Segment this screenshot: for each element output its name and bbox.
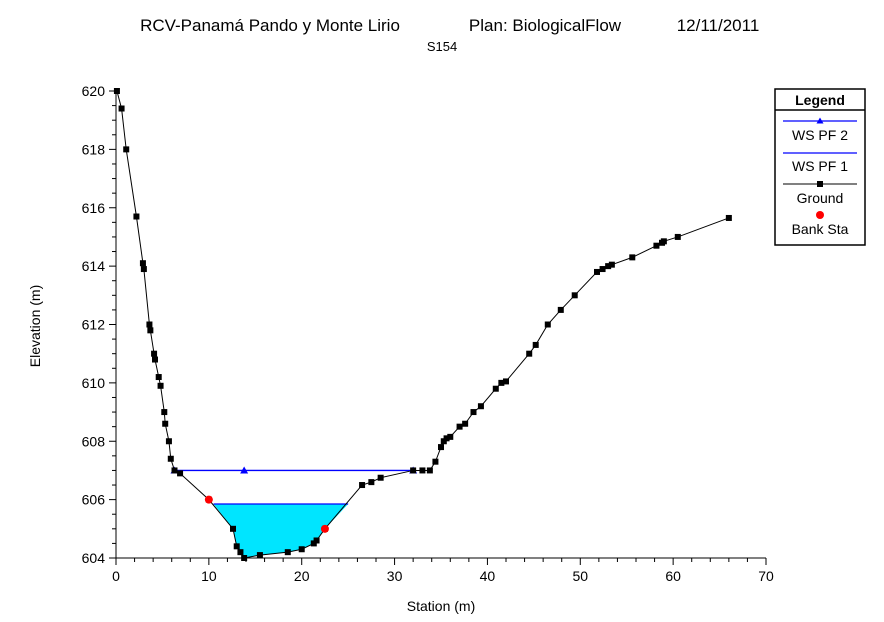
ground-point bbox=[503, 378, 509, 385]
ground-point bbox=[438, 444, 444, 451]
ground-point bbox=[284, 549, 291, 556]
ground-point bbox=[443, 435, 450, 442]
x-tick-label: 10 bbox=[201, 568, 217, 584]
legend-ground-marker bbox=[817, 181, 823, 187]
ground-point bbox=[377, 474, 384, 481]
ground-point bbox=[161, 409, 168, 416]
legend: Legend WS PF 2 WS PF 1 Ground Bank Sta bbox=[774, 88, 866, 246]
ground-point bbox=[256, 552, 263, 559]
y-tick-label: 618 bbox=[82, 141, 106, 157]
y-tick-label: 604 bbox=[82, 550, 106, 566]
ground-point bbox=[359, 482, 366, 489]
ground-point bbox=[165, 438, 172, 445]
chart-date: 12/11/2011 bbox=[677, 16, 760, 35]
ground-point bbox=[526, 350, 533, 357]
ground-point bbox=[470, 409, 477, 416]
chart-subtitle: S154 bbox=[427, 39, 457, 54]
bank-station-marker bbox=[204, 495, 213, 504]
ground-layer bbox=[113, 88, 732, 561]
ground-point bbox=[410, 467, 417, 474]
chart-plan: Plan: BiologicalFlow bbox=[469, 16, 622, 35]
ground-point bbox=[146, 321, 153, 328]
ground-line bbox=[116, 90, 730, 559]
x-tick-label: 70 bbox=[758, 568, 774, 584]
ground-point bbox=[426, 467, 433, 474]
x-tick-label: 20 bbox=[294, 568, 310, 584]
ground-point bbox=[162, 420, 169, 427]
ground-point bbox=[118, 105, 125, 112]
ground-point bbox=[419, 467, 426, 474]
ground-point bbox=[477, 403, 484, 410]
ground-point bbox=[237, 549, 244, 556]
legend-ws-pf2-label: WS PF 2 bbox=[792, 127, 848, 143]
chart-title: RCV-Panamá Pando y Monte Lirio bbox=[140, 16, 400, 35]
bank-station-marker bbox=[320, 524, 329, 533]
ground-point bbox=[298, 546, 305, 553]
ground-point bbox=[674, 233, 681, 240]
ground-point bbox=[147, 327, 154, 334]
axes-layer: 0 10 20 30 40 50 60 70 604 606 608 610 612 614 616 618 6… bbox=[82, 83, 774, 584]
x-tick-label: 40 bbox=[480, 568, 496, 584]
ground-point bbox=[456, 423, 463, 430]
ground-point bbox=[605, 263, 612, 270]
ground-point bbox=[167, 455, 174, 462]
ground-point bbox=[725, 214, 732, 221]
ground-point bbox=[152, 356, 158, 363]
ground-point bbox=[544, 321, 551, 328]
ground-point bbox=[155, 374, 162, 381]
ground-point bbox=[139, 260, 146, 267]
ground-point bbox=[629, 254, 636, 261]
x-tick-label: 60 bbox=[665, 568, 681, 584]
ground-point bbox=[368, 479, 375, 486]
y-tick-label: 606 bbox=[82, 492, 106, 508]
ws-pf2-marker bbox=[240, 466, 249, 474]
ground-point bbox=[498, 379, 505, 386]
ground-point bbox=[313, 537, 320, 544]
y-tick-label: 610 bbox=[82, 375, 106, 391]
ground-point bbox=[571, 292, 578, 299]
ground-point bbox=[660, 238, 667, 245]
ground-point bbox=[608, 261, 615, 268]
y-axis-label: Elevation (m) bbox=[27, 285, 43, 367]
legend-ground-label: Ground bbox=[797, 190, 844, 206]
y-tick-label: 614 bbox=[82, 258, 106, 274]
y-tick-label: 616 bbox=[82, 200, 106, 216]
ground-point bbox=[462, 420, 469, 427]
ground-point bbox=[177, 470, 184, 477]
legend-ws-pf1-label: WS PF 1 bbox=[792, 158, 848, 174]
ground-point bbox=[133, 213, 140, 220]
water-fill-area bbox=[213, 504, 349, 558]
legend-ws-pf2-marker bbox=[816, 117, 824, 124]
ground-point bbox=[151, 350, 158, 357]
ground-point bbox=[532, 341, 539, 348]
ground-point bbox=[230, 525, 236, 532]
ground-point bbox=[233, 543, 240, 550]
x-tick-label: 50 bbox=[572, 568, 588, 584]
ground-point bbox=[594, 268, 600, 275]
ground-point bbox=[557, 306, 564, 313]
x-tick-label: 0 bbox=[112, 568, 120, 584]
x-tick-label: 30 bbox=[387, 568, 403, 584]
ground-point bbox=[123, 146, 130, 153]
ground-point bbox=[432, 458, 439, 465]
legend-bank-marker bbox=[816, 211, 824, 219]
ground-point bbox=[447, 433, 454, 440]
ground-point bbox=[140, 266, 147, 273]
ground-point bbox=[492, 385, 499, 392]
x-axis-label: Station (m) bbox=[407, 598, 475, 614]
ground-point bbox=[157, 382, 164, 389]
legend-bank-label: Bank Sta bbox=[792, 221, 849, 237]
y-tick-label: 620 bbox=[82, 83, 106, 99]
legend-title: Legend bbox=[795, 92, 845, 108]
ground-point bbox=[113, 88, 120, 94]
ground-point bbox=[653, 242, 660, 249]
y-tick-label: 612 bbox=[82, 317, 106, 333]
y-tick-label: 608 bbox=[82, 433, 106, 449]
ground-point bbox=[599, 266, 606, 273]
ground-point bbox=[171, 467, 178, 474]
